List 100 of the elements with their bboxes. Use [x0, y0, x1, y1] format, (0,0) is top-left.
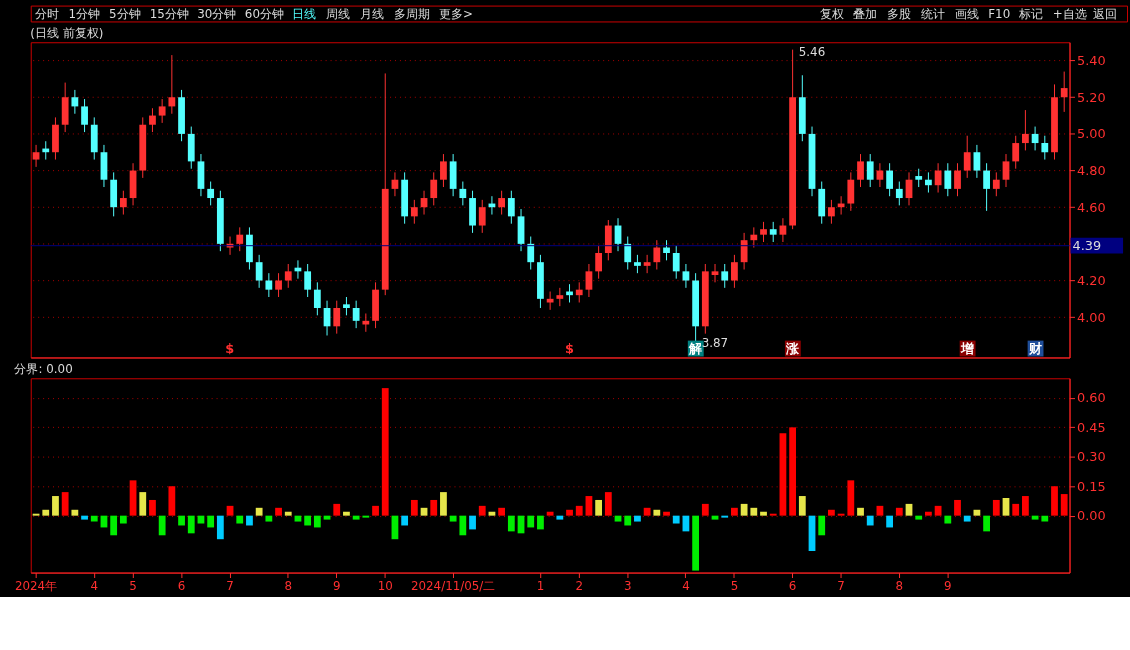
x-tick-label: 7	[837, 578, 845, 593]
bar	[178, 515, 185, 526]
bar	[595, 499, 603, 516]
x-tick-label: 3	[623, 578, 632, 593]
bar	[750, 507, 758, 516]
bar	[992, 499, 1000, 516]
candlestick	[236, 226, 244, 252]
y-tick-label: 4.00	[1076, 309, 1106, 325]
x-tick-label: 10	[377, 578, 393, 593]
text: 周线	[326, 7, 351, 22]
text: 叠加	[853, 7, 878, 22]
bar	[847, 480, 855, 516]
bar	[343, 511, 350, 516]
bar	[925, 511, 932, 516]
text: 画线	[954, 7, 979, 22]
candlestick	[983, 162, 990, 212]
bar	[246, 515, 253, 526]
candlestick	[915, 168, 923, 188]
bar	[886, 515, 894, 528]
bar	[566, 509, 573, 516]
bar	[983, 515, 990, 532]
bar	[284, 511, 292, 516]
x-tick-label: 4	[682, 578, 690, 593]
candlestick	[672, 245, 680, 280]
candlestick	[32, 144, 40, 168]
annotation: 3.87	[701, 336, 729, 351]
bar	[61, 492, 69, 516]
text: 标记	[1017, 7, 1043, 22]
annotation: $	[565, 340, 575, 356]
y-tick-label: 4.80	[1076, 163, 1106, 179]
bar	[187, 515, 195, 534]
candlestick	[440, 153, 447, 188]
bar	[381, 388, 389, 516]
candlestick	[663, 239, 670, 261]
x-tick-label: 4	[90, 578, 99, 593]
bar	[207, 515, 215, 528]
y-tick-label: 4.60	[1076, 199, 1106, 215]
bar	[575, 505, 583, 516]
bar	[663, 511, 670, 516]
text: 统计	[920, 7, 945, 22]
bar	[857, 507, 864, 516]
bar	[1060, 494, 1068, 516]
bar	[197, 515, 205, 524]
candlestick	[81, 98, 88, 133]
bar	[498, 507, 506, 516]
candlestick	[954, 162, 961, 197]
candlestick	[624, 236, 632, 271]
bar	[556, 515, 564, 520]
candlestick	[575, 281, 583, 303]
bar	[507, 515, 515, 532]
bar	[1041, 515, 1049, 522]
candlestick	[430, 171, 438, 206]
x-tick-label: 5	[129, 578, 137, 593]
bar	[828, 509, 835, 516]
candlestick	[895, 181, 903, 206]
text: 多周期	[393, 7, 430, 22]
y-tick-label: 0.00	[1076, 508, 1106, 524]
candlestick	[866, 153, 874, 188]
bar	[915, 515, 923, 520]
bar	[692, 515, 700, 571]
candlestick	[527, 236, 535, 271]
text: 15分钟	[149, 7, 189, 22]
bar	[973, 509, 981, 516]
bar	[798, 496, 806, 516]
y-tick-label: 5.00	[1076, 126, 1106, 142]
candlestick	[207, 181, 215, 206]
bar	[1051, 486, 1058, 516]
candlestick	[711, 263, 719, 283]
candlestick	[275, 272, 282, 298]
bar	[614, 515, 622, 522]
bar	[275, 507, 282, 516]
candlestick	[284, 263, 292, 289]
candlestick	[595, 245, 603, 280]
annotation: 财	[1028, 340, 1043, 356]
candlestick	[857, 153, 864, 188]
text: 返回	[1093, 7, 1118, 22]
bar	[469, 515, 476, 530]
candlestick	[1022, 109, 1029, 151]
bar	[546, 511, 554, 516]
candlestick	[507, 190, 515, 225]
bar	[604, 492, 612, 516]
text: 分时	[34, 7, 59, 22]
candlestick	[333, 300, 341, 335]
bar	[304, 515, 312, 526]
y-tick-label: 0.30	[1076, 449, 1106, 465]
bar	[624, 515, 632, 526]
bar	[731, 507, 738, 516]
bar	[158, 515, 166, 536]
bar	[410, 499, 418, 516]
candlestick	[963, 135, 971, 179]
candlestick	[585, 263, 593, 298]
candlestick	[740, 232, 748, 271]
bar	[90, 515, 98, 522]
candlestick	[71, 89, 79, 115]
x-tick-label: 5	[730, 578, 739, 593]
bar	[440, 492, 447, 516]
ref-line-label: 4.39	[1072, 237, 1102, 253]
x-tick-label: 9	[332, 578, 341, 593]
candlestick	[119, 190, 127, 216]
bar	[1012, 503, 1020, 516]
